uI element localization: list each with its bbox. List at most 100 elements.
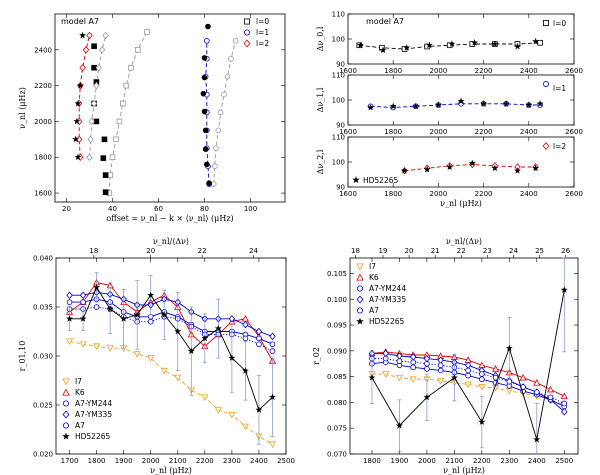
r02-toptick-label: 26	[561, 247, 570, 255]
r01-legend-label: A7	[75, 421, 85, 430]
r02-ytick-label: 0.095	[327, 322, 347, 330]
r02-point	[506, 378, 513, 385]
r02-point	[395, 374, 403, 382]
r01-point	[228, 411, 236, 419]
r01-xtick-label: 2400	[250, 457, 268, 465]
echelle-series-l-0-model	[106, 29, 150, 196]
r01-point	[268, 393, 276, 401]
r01-toptick-label: 22	[198, 247, 207, 255]
echelle-point	[82, 46, 90, 54]
dnu0-legend-marker	[543, 19, 550, 26]
r02-toptick-label: 25	[535, 247, 544, 255]
echelle-point	[74, 153, 82, 161]
r02-point	[519, 373, 527, 381]
dnu2-axes: 1600 1800 2000 2200 2400 2600 90 100 110 Δν_2,l ν_…	[316, 134, 583, 209]
dnu2-legend-marker	[542, 142, 550, 150]
r02-point	[424, 360, 430, 367]
dnu0-xtick-label: 1800	[384, 67, 402, 75]
dnu1-xtick-label: 2000	[429, 128, 447, 136]
dnu2-point	[532, 164, 540, 172]
dnu1-xtick-label: 2600	[565, 128, 583, 136]
r01-xtick-label: 2000	[142, 457, 160, 465]
r01-legend-marker	[63, 400, 70, 407]
dnu2-legend: l=2 HD52265	[352, 142, 566, 185]
dnu0-line	[359, 42, 541, 50]
echelle-point	[87, 135, 94, 144]
r01-legend-label: K6	[75, 388, 85, 397]
r01-xtick-label: 2200	[196, 457, 214, 465]
dnu0-ytick-label: 100	[332, 36, 345, 44]
r01-point	[241, 367, 249, 374]
r02-point	[409, 376, 417, 383]
r02-toptick-label: 19	[379, 247, 388, 255]
dnu1-ylabel: Δν_1,l	[316, 87, 325, 112]
r02-point	[505, 388, 513, 395]
r01-xtick-label: 2300	[223, 457, 241, 465]
echelle-series-l-1-obs	[200, 23, 212, 187]
r01-point	[174, 374, 182, 382]
echelle-point	[98, 46, 106, 54]
r01-toptick-label: 20	[146, 247, 155, 255]
r01-point	[160, 311, 168, 318]
echelle-line	[213, 40, 237, 185]
echelle-point	[101, 136, 108, 143]
dnu1-xtick-label: 2400	[520, 128, 538, 136]
echelle-point	[228, 55, 234, 62]
r01-xtick-label: 2500	[277, 457, 295, 465]
dnu2-legend-label: HD52265	[363, 176, 399, 185]
echelle-series-l-2-obs	[72, 31, 87, 161]
r01-toptick-label: 18	[89, 247, 98, 255]
dnu0-legend: l=0	[543, 19, 566, 28]
r02-ytick-label: 0.105	[327, 270, 347, 278]
dnu2-xtick-label: 2400	[520, 190, 538, 198]
dnu2-xtick-label: 2200	[475, 190, 493, 198]
r01-legend-label: A7-YM244	[75, 399, 112, 408]
r02-legend-label: A7	[369, 306, 379, 315]
r02-toptick-label: 23	[483, 247, 492, 255]
r01-point	[214, 324, 222, 332]
echelle-point	[202, 146, 209, 152]
dnu1-point	[389, 102, 397, 110]
r01-point	[214, 407, 222, 414]
r01-point	[66, 315, 74, 322]
r02-point	[382, 349, 389, 358]
dnu0-xtick-label: 2200	[475, 67, 493, 75]
r02-xtick-label: 2100	[445, 457, 463, 465]
r01-frame	[55, 257, 287, 455]
dnu2-legend-marker	[352, 176, 360, 184]
echelle-point	[72, 135, 80, 143]
dnu0-point	[425, 41, 433, 49]
r01-legend-label: A7-YM335	[75, 410, 112, 419]
echelle-point	[221, 91, 227, 98]
r01-point	[269, 341, 276, 348]
r01-point	[79, 315, 87, 322]
echelle-point	[210, 181, 217, 187]
r02-point	[437, 367, 444, 374]
echelle-point	[116, 118, 123, 125]
dnu2-ylabel: Δν_2,l	[316, 149, 325, 174]
r02-point	[424, 366, 430, 372]
echelle-point	[204, 161, 210, 168]
r01-point	[80, 299, 86, 305]
echelle-point	[100, 155, 107, 161]
dnu2-xtick-label: 2600	[565, 190, 583, 198]
dnu1-xtick-label: 1600	[339, 128, 357, 136]
r01-point	[268, 441, 277, 448]
r01-ylabel: r_01,10	[18, 341, 27, 372]
r01-legend-label: I7	[75, 377, 82, 386]
r01-legend-marker	[62, 378, 70, 386]
echelle-point	[90, 99, 98, 108]
r02-point	[533, 389, 540, 395]
echelle-line	[108, 31, 148, 194]
r01-point	[269, 348, 276, 354]
dnu1-point	[480, 100, 488, 107]
r02-point	[382, 355, 389, 362]
echelle-frame	[54, 13, 286, 203]
dnu2-xtick-label: 1600	[339, 190, 357, 198]
r02-point	[533, 379, 541, 386]
r01-legend: I7 K6 A7-YM244 A7-YM335 A7 HD52265	[62, 377, 112, 441]
dnu1-point	[502, 100, 510, 107]
echelle-point	[134, 47, 141, 53]
r02-point	[560, 392, 568, 400]
r01-ytick-label: 0.040	[33, 255, 53, 263]
